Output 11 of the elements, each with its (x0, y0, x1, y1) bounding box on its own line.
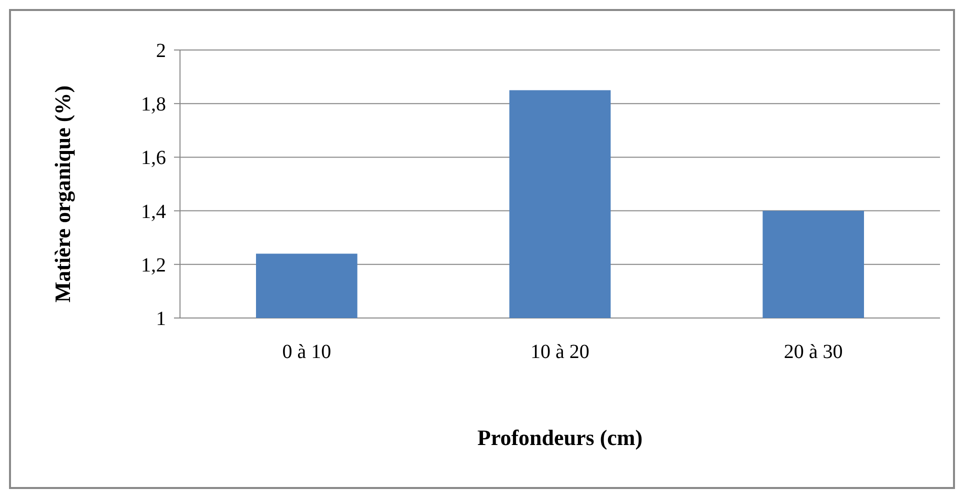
x-tick-label: 20 à 30 (784, 341, 843, 363)
y-tick-label: 1,8 (141, 94, 166, 116)
y-tick-label: 1,6 (141, 147, 166, 170)
y-axis-title: Matière organique (%) (50, 85, 75, 303)
y-tick-label: 1 (156, 308, 166, 330)
y-tick-label: 1,2 (141, 254, 166, 276)
y-tick-label: 2 (156, 40, 166, 62)
x-axis-title: Profondeurs (cm) (477, 425, 643, 450)
x-tick-label: 0 à 10 (282, 341, 332, 363)
x-tick-label: 10 à 20 (530, 341, 590, 363)
y-tick-label: 1,4 (141, 200, 166, 223)
